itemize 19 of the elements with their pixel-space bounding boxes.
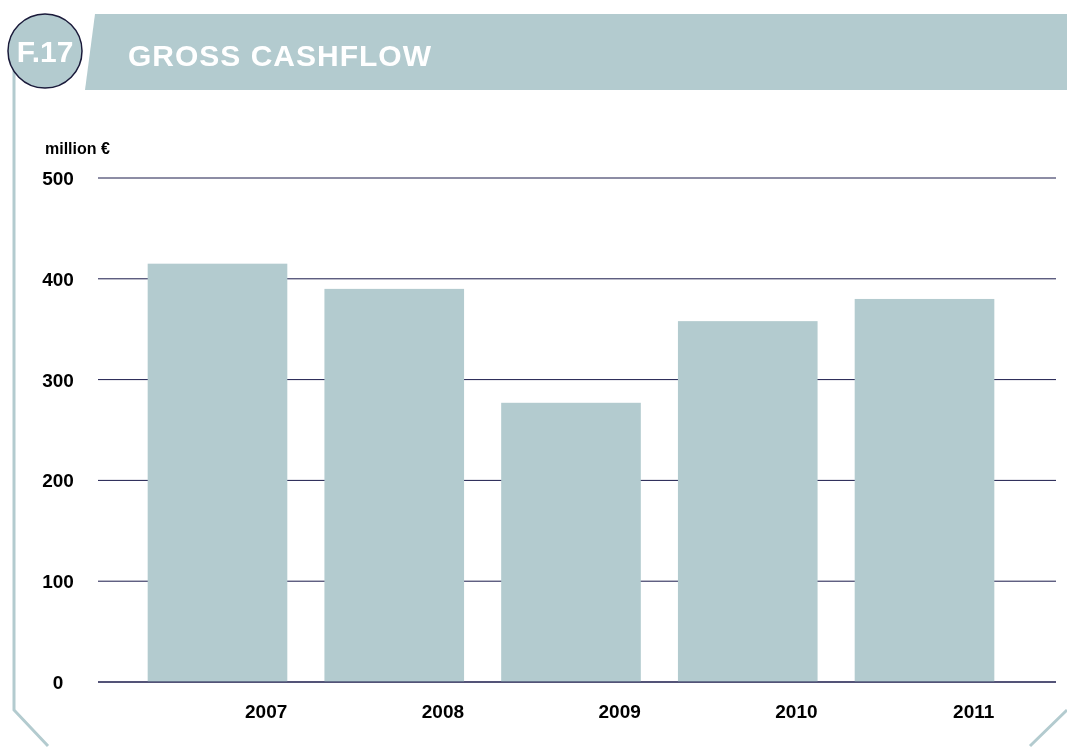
y-tick-label: 100 — [42, 571, 74, 593]
x-tick-label: 2008 — [421, 701, 465, 722]
y-tick-label: 200 — [42, 470, 74, 492]
bar — [854, 298, 995, 682]
x-tick-label: 2009 — [598, 701, 641, 722]
x-tick-label: 2007 — [245, 701, 288, 722]
y-tick-label: 400 — [42, 268, 74, 290]
bar — [677, 321, 818, 682]
bar — [147, 263, 288, 682]
y-tick-label: 500 — [42, 168, 74, 189]
bar — [501, 402, 641, 682]
text: F.17 — [16, 35, 74, 68]
y-axis-title: million € — [45, 140, 110, 157]
bar — [324, 288, 465, 682]
x-tick-label: 2010 — [775, 701, 818, 722]
y-tick-label: 300 — [42, 369, 74, 391]
chart-title: GROSS CASHFLOW — [128, 39, 432, 72]
y-tick-label: 0 — [52, 672, 64, 693]
x-tick-label: 2011 — [953, 701, 995, 722]
